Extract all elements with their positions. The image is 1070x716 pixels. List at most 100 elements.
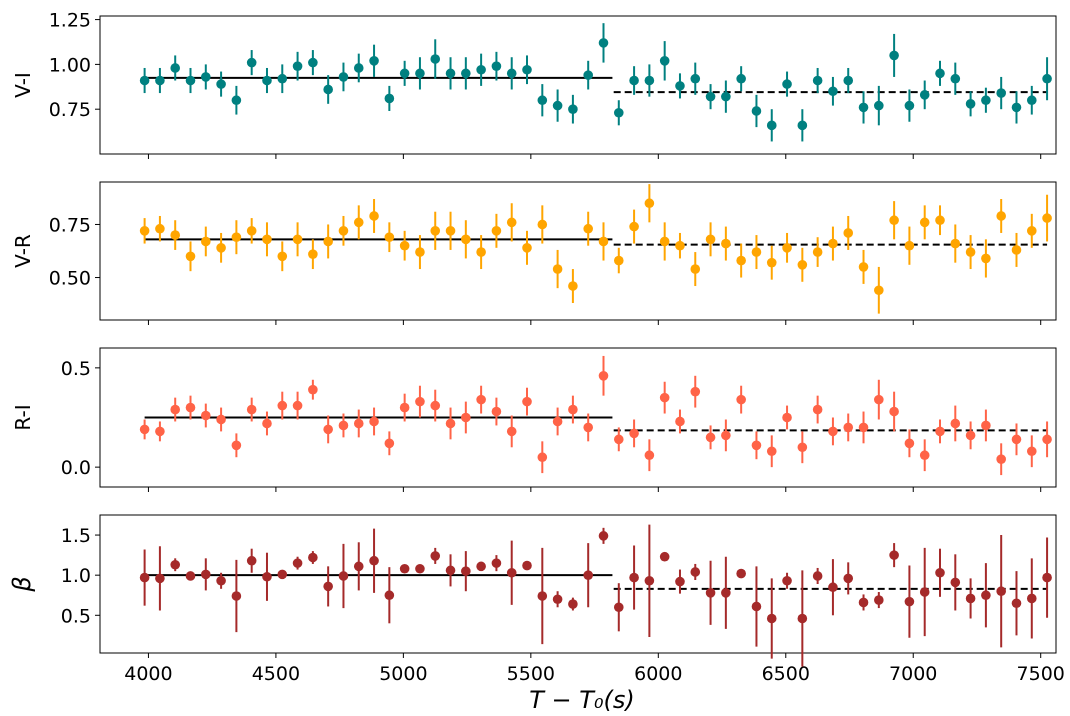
data-point xyxy=(537,452,548,463)
data-point xyxy=(659,236,670,247)
data-point xyxy=(659,56,670,66)
data-point xyxy=(812,247,823,257)
data-point xyxy=(185,75,196,86)
data-point xyxy=(950,418,961,429)
data-point xyxy=(200,410,211,421)
data-point xyxy=(812,404,823,415)
x-tick-label: 4500 xyxy=(252,663,300,685)
plot-frame xyxy=(99,347,1057,488)
data-point xyxy=(552,264,563,274)
data-point xyxy=(751,601,762,612)
data-point xyxy=(369,56,379,66)
data-point xyxy=(277,400,288,411)
data-point xyxy=(613,434,624,445)
data-point xyxy=(415,68,425,79)
data-point xyxy=(415,396,425,407)
data-point xyxy=(491,406,502,417)
data-point xyxy=(889,550,899,560)
data-point xyxy=(889,406,899,417)
data-point xyxy=(705,432,716,443)
data-point xyxy=(583,422,593,433)
data-point xyxy=(996,88,1006,98)
data-point xyxy=(384,93,395,104)
data-point xyxy=(170,230,181,240)
data-point xyxy=(904,100,915,111)
data-point xyxy=(950,238,961,249)
data-point xyxy=(721,588,731,598)
data-point xyxy=(858,102,869,113)
y-axis-label: V-R xyxy=(11,234,35,268)
data-point xyxy=(598,236,609,247)
data-point xyxy=(583,570,593,580)
data-point xyxy=(1042,572,1052,583)
data-point xyxy=(950,577,961,588)
data-point xyxy=(705,588,716,598)
data-point xyxy=(200,236,211,247)
data-point xyxy=(338,72,349,82)
data-point xyxy=(277,251,288,262)
data-point xyxy=(155,573,165,584)
data-point xyxy=(981,95,991,106)
data-point xyxy=(445,418,456,429)
data-point xyxy=(262,418,272,429)
data-point xyxy=(506,68,517,79)
data-point xyxy=(461,566,471,576)
data-point xyxy=(736,568,746,579)
data-point xyxy=(1011,434,1022,445)
data-point xyxy=(919,450,930,461)
x-tick-label: 7000 xyxy=(889,663,937,685)
plot-frame xyxy=(99,15,1057,155)
data-point xyxy=(384,590,395,601)
data-point xyxy=(843,422,854,433)
data-point xyxy=(675,416,685,427)
data-point xyxy=(843,75,854,86)
data-point xyxy=(981,253,991,264)
data-point xyxy=(874,100,884,111)
data-point xyxy=(935,68,945,79)
data-point xyxy=(858,597,869,608)
data-point xyxy=(445,565,456,576)
data-point xyxy=(1011,598,1022,609)
data-point xyxy=(246,555,257,566)
data-point xyxy=(308,552,318,563)
data-point xyxy=(231,591,242,601)
data-point xyxy=(598,38,609,48)
data-point xyxy=(965,247,976,257)
data-point xyxy=(170,63,181,73)
data-point xyxy=(598,531,609,541)
data-point xyxy=(353,561,364,572)
data-point xyxy=(277,569,288,580)
data-point xyxy=(216,575,226,586)
data-point xyxy=(965,593,976,604)
data-point xyxy=(461,234,471,245)
data-point xyxy=(1011,245,1022,255)
data-point xyxy=(629,428,639,439)
data-point xyxy=(935,426,945,437)
y-tick-label: 0.50 xyxy=(49,268,91,290)
data-point xyxy=(629,572,639,583)
y-tick-label: 0.5 xyxy=(61,358,91,380)
data-point xyxy=(843,573,854,584)
data-point xyxy=(843,228,854,238)
data-point xyxy=(568,404,578,415)
data-point xyxy=(751,247,762,257)
data-point xyxy=(369,211,379,221)
data-point xyxy=(262,75,272,86)
data-point xyxy=(384,232,395,242)
data-point xyxy=(476,561,486,572)
data-point xyxy=(170,404,181,415)
data-point xyxy=(981,420,991,431)
data-point xyxy=(369,555,379,566)
data-point xyxy=(338,571,349,581)
data-point xyxy=(751,440,762,451)
data-point xyxy=(766,120,777,131)
data-point xyxy=(1026,593,1037,604)
data-point xyxy=(828,86,838,97)
data-point xyxy=(1042,434,1052,445)
data-point xyxy=(919,90,930,100)
data-point xyxy=(522,396,532,407)
data-point xyxy=(675,576,685,587)
data-point xyxy=(965,99,976,109)
y-axis-label: R-I xyxy=(11,404,35,430)
data-point xyxy=(736,394,746,405)
